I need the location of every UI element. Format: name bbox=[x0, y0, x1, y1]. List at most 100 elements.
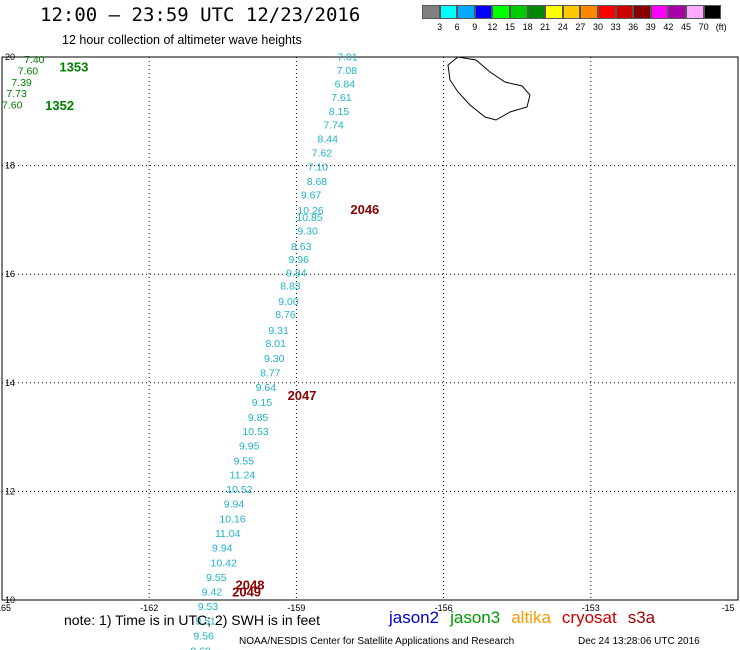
pass-time-label: 2047 bbox=[288, 388, 317, 403]
wave-height-value: 8.15 bbox=[329, 106, 350, 118]
wave-height-value: 9.64 bbox=[256, 382, 277, 394]
wave-height-value: 7.08 bbox=[337, 65, 358, 77]
satellite-legend-s3a: s3a bbox=[627, 608, 656, 627]
satellite-legend-altika: altika bbox=[511, 608, 551, 627]
satellite-legend-jason2: jason2 bbox=[389, 608, 440, 627]
longitude-tick-label: -156 bbox=[435, 603, 453, 613]
color-swatch bbox=[509, 5, 528, 19]
color-swatch bbox=[527, 5, 546, 19]
latitude-tick-label: 10 bbox=[5, 595, 15, 605]
color-tick-label: 24 bbox=[557, 22, 568, 32]
wave-height-value: 9.96 bbox=[289, 254, 310, 266]
color-swatch bbox=[597, 5, 616, 19]
color-swatch bbox=[422, 5, 440, 19]
wave-height-value: 9.42 bbox=[202, 587, 223, 599]
wave-height-value: 9.15 bbox=[252, 397, 273, 409]
wave-height-value: 9.94 bbox=[212, 543, 233, 555]
wave-height-value: 9.85 bbox=[248, 412, 269, 424]
color-tick-label: 39 bbox=[645, 22, 656, 32]
color-swatch bbox=[439, 5, 458, 19]
color-tick-label: (ft) bbox=[715, 22, 727, 32]
longitude-tick-label: -162 bbox=[140, 603, 158, 613]
latitude-tick-label: 16 bbox=[5, 269, 15, 279]
longitude-tick-label: -153 bbox=[582, 603, 600, 613]
color-swatch bbox=[615, 5, 634, 19]
wave-height-value: 9.00 bbox=[278, 296, 299, 308]
wave-height-value: 10.42 bbox=[211, 557, 237, 569]
wave-height-value: 8.68 bbox=[307, 176, 328, 188]
longitude-tick-label: -159 bbox=[287, 603, 305, 613]
wave-height-value: 8.01 bbox=[265, 338, 286, 350]
map-frame bbox=[1, 56, 739, 601]
wave-height-value: 7.39 bbox=[11, 77, 32, 89]
wave-height-value: 9.30 bbox=[264, 353, 285, 365]
wave-height-value: 7.73 bbox=[6, 88, 27, 100]
wave-height-value: 8.76 bbox=[275, 309, 296, 321]
wave-height-value: 7.01 bbox=[337, 51, 358, 63]
color-tick-label: 70 bbox=[698, 22, 709, 32]
wave-height-value: 9.94 bbox=[224, 499, 245, 511]
color-tick-label: 27 bbox=[575, 22, 586, 32]
color-swatch bbox=[650, 5, 669, 19]
color-tick-label: 12 bbox=[487, 22, 498, 32]
wave-height-value: 9.69 bbox=[190, 645, 211, 650]
color-scale-ticks: 3 6 9 12 15 18 21 24 27 30 33 36 39 42 45 70 (ft) bbox=[422, 22, 740, 34]
wave-height-value: 7.62 bbox=[312, 147, 333, 159]
wave-height-value: 10.85 bbox=[296, 212, 322, 224]
wave-height-value: 10.53 bbox=[242, 426, 268, 438]
color-tick-label: 30 bbox=[592, 22, 604, 32]
color-swatch bbox=[633, 5, 651, 19]
timestamp-text: Dec 24 13:28:06 UTC 2016 bbox=[578, 636, 700, 647]
satellite-legend: jason2 jason3 altika cryosat s3a bbox=[389, 608, 666, 628]
color-swatch bbox=[562, 5, 581, 19]
color-tick-label: 3 bbox=[437, 22, 443, 32]
wave-height-value: 8.63 bbox=[291, 241, 312, 253]
credit-text: NOAA/NESDIS Center for Satellite Applica… bbox=[239, 636, 515, 647]
wave-height-value: 9.56 bbox=[193, 631, 214, 643]
wave-height-value: 10.52 bbox=[226, 484, 252, 496]
wave-height-value: 8.77 bbox=[260, 367, 281, 379]
color-swatch bbox=[545, 5, 563, 19]
wave-height-value: 8.44 bbox=[317, 133, 338, 145]
latitude-tick-label: 20 bbox=[5, 52, 15, 62]
wave-height-value: 11.04 bbox=[215, 528, 241, 540]
color-swatch bbox=[668, 5, 686, 19]
color-swatch bbox=[580, 5, 598, 19]
color-tick-label: 21 bbox=[540, 22, 551, 32]
color-swatch bbox=[685, 5, 704, 19]
color-swatch bbox=[457, 5, 475, 19]
color-tick-label: 9 bbox=[472, 22, 478, 32]
color-tick-label: 36 bbox=[628, 22, 639, 32]
page-title: 12:00 – 23:59 UTC 12/23/2016 bbox=[40, 4, 361, 26]
wave-height-value: 7.60 bbox=[18, 65, 39, 77]
longitude-tick-label: -165 bbox=[0, 603, 11, 613]
satellite-legend-jason3: jason3 bbox=[450, 608, 501, 627]
wave-height-value: 9.95 bbox=[239, 441, 260, 453]
pass-time-label: 1353 bbox=[59, 60, 88, 75]
wave-height-value: 10.16 bbox=[219, 513, 245, 525]
wave-height-value: 9.55 bbox=[206, 572, 227, 584]
wave-height-value: 8.83 bbox=[280, 280, 301, 292]
color-tick-label: 45 bbox=[680, 22, 692, 32]
wave-height-value: 7.60 bbox=[2, 100, 23, 112]
pass-time-label: 2049 bbox=[232, 585, 261, 600]
color-tick-label: 15 bbox=[504, 22, 516, 32]
color-swatch bbox=[703, 5, 722, 19]
satellite-legend-cryosat: cryosat bbox=[561, 608, 617, 627]
color-swatch bbox=[474, 5, 493, 19]
wave-height-value: 9.53 bbox=[198, 601, 219, 613]
pass-time-label: 2046 bbox=[350, 202, 379, 217]
wave-height-value: 6.84 bbox=[335, 78, 356, 90]
wave-height-value: 9.31 bbox=[268, 325, 289, 337]
pass-time-label: 1352 bbox=[45, 98, 74, 113]
color-tick-label: 42 bbox=[663, 22, 674, 32]
pass-time-label: 2048 bbox=[236, 578, 265, 593]
longitude-tick-label: -15 bbox=[721, 603, 734, 613]
color-tick-label: 33 bbox=[610, 22, 621, 32]
wave-height-value: 9.30 bbox=[297, 226, 318, 238]
wave-height-value: 7.74 bbox=[323, 120, 344, 132]
color-swatch bbox=[492, 5, 510, 19]
island-coastline bbox=[447, 56, 531, 121]
wave-height-value: 9.67 bbox=[301, 190, 322, 202]
